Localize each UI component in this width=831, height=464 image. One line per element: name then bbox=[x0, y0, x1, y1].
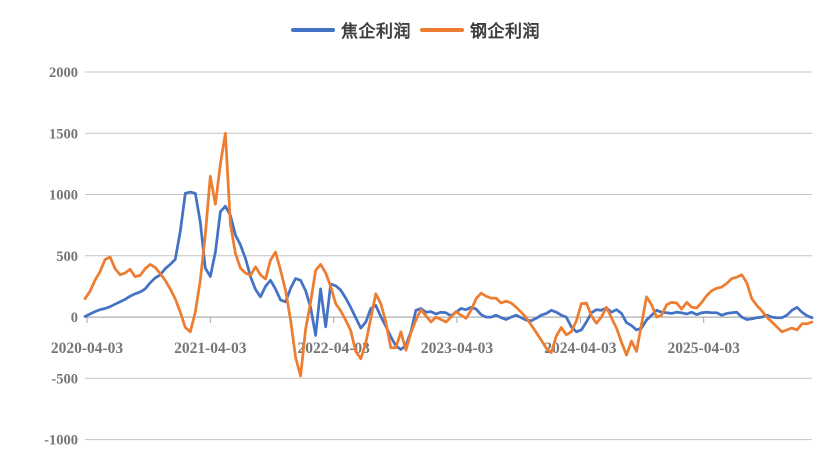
y-tick-label: 2000 bbox=[49, 65, 78, 81]
series-group bbox=[83, 131, 814, 378]
x-tick-label: 2021-04-03 bbox=[174, 340, 247, 357]
y-tick-label: 1000 bbox=[49, 188, 78, 204]
x-tick-label: 2022-04-03 bbox=[298, 340, 371, 357]
coke-profit-line bbox=[83, 190, 814, 351]
x-axis-group bbox=[85, 316, 812, 324]
axis-labels-group: 2000 1500 1000 500 0 -500 -1000 2020-04-03 2021-… bbox=[44, 65, 740, 449]
y-tick-label: -1000 bbox=[44, 433, 78, 449]
steel-profit-line bbox=[83, 131, 814, 378]
y-tick-label: 500 bbox=[56, 249, 78, 265]
y-tick-label: -500 bbox=[51, 371, 78, 387]
x-tick-label: 2020-04-03 bbox=[51, 340, 124, 357]
y-tick-label: 0 bbox=[71, 310, 78, 326]
gridlines-group bbox=[85, 71, 812, 441]
x-tick-label: 2023-04-03 bbox=[421, 340, 494, 357]
y-tick-label: 1500 bbox=[49, 126, 78, 142]
x-tick-label: 2024-04-03 bbox=[544, 340, 617, 357]
x-tick-label: 2025-04-03 bbox=[668, 340, 741, 357]
